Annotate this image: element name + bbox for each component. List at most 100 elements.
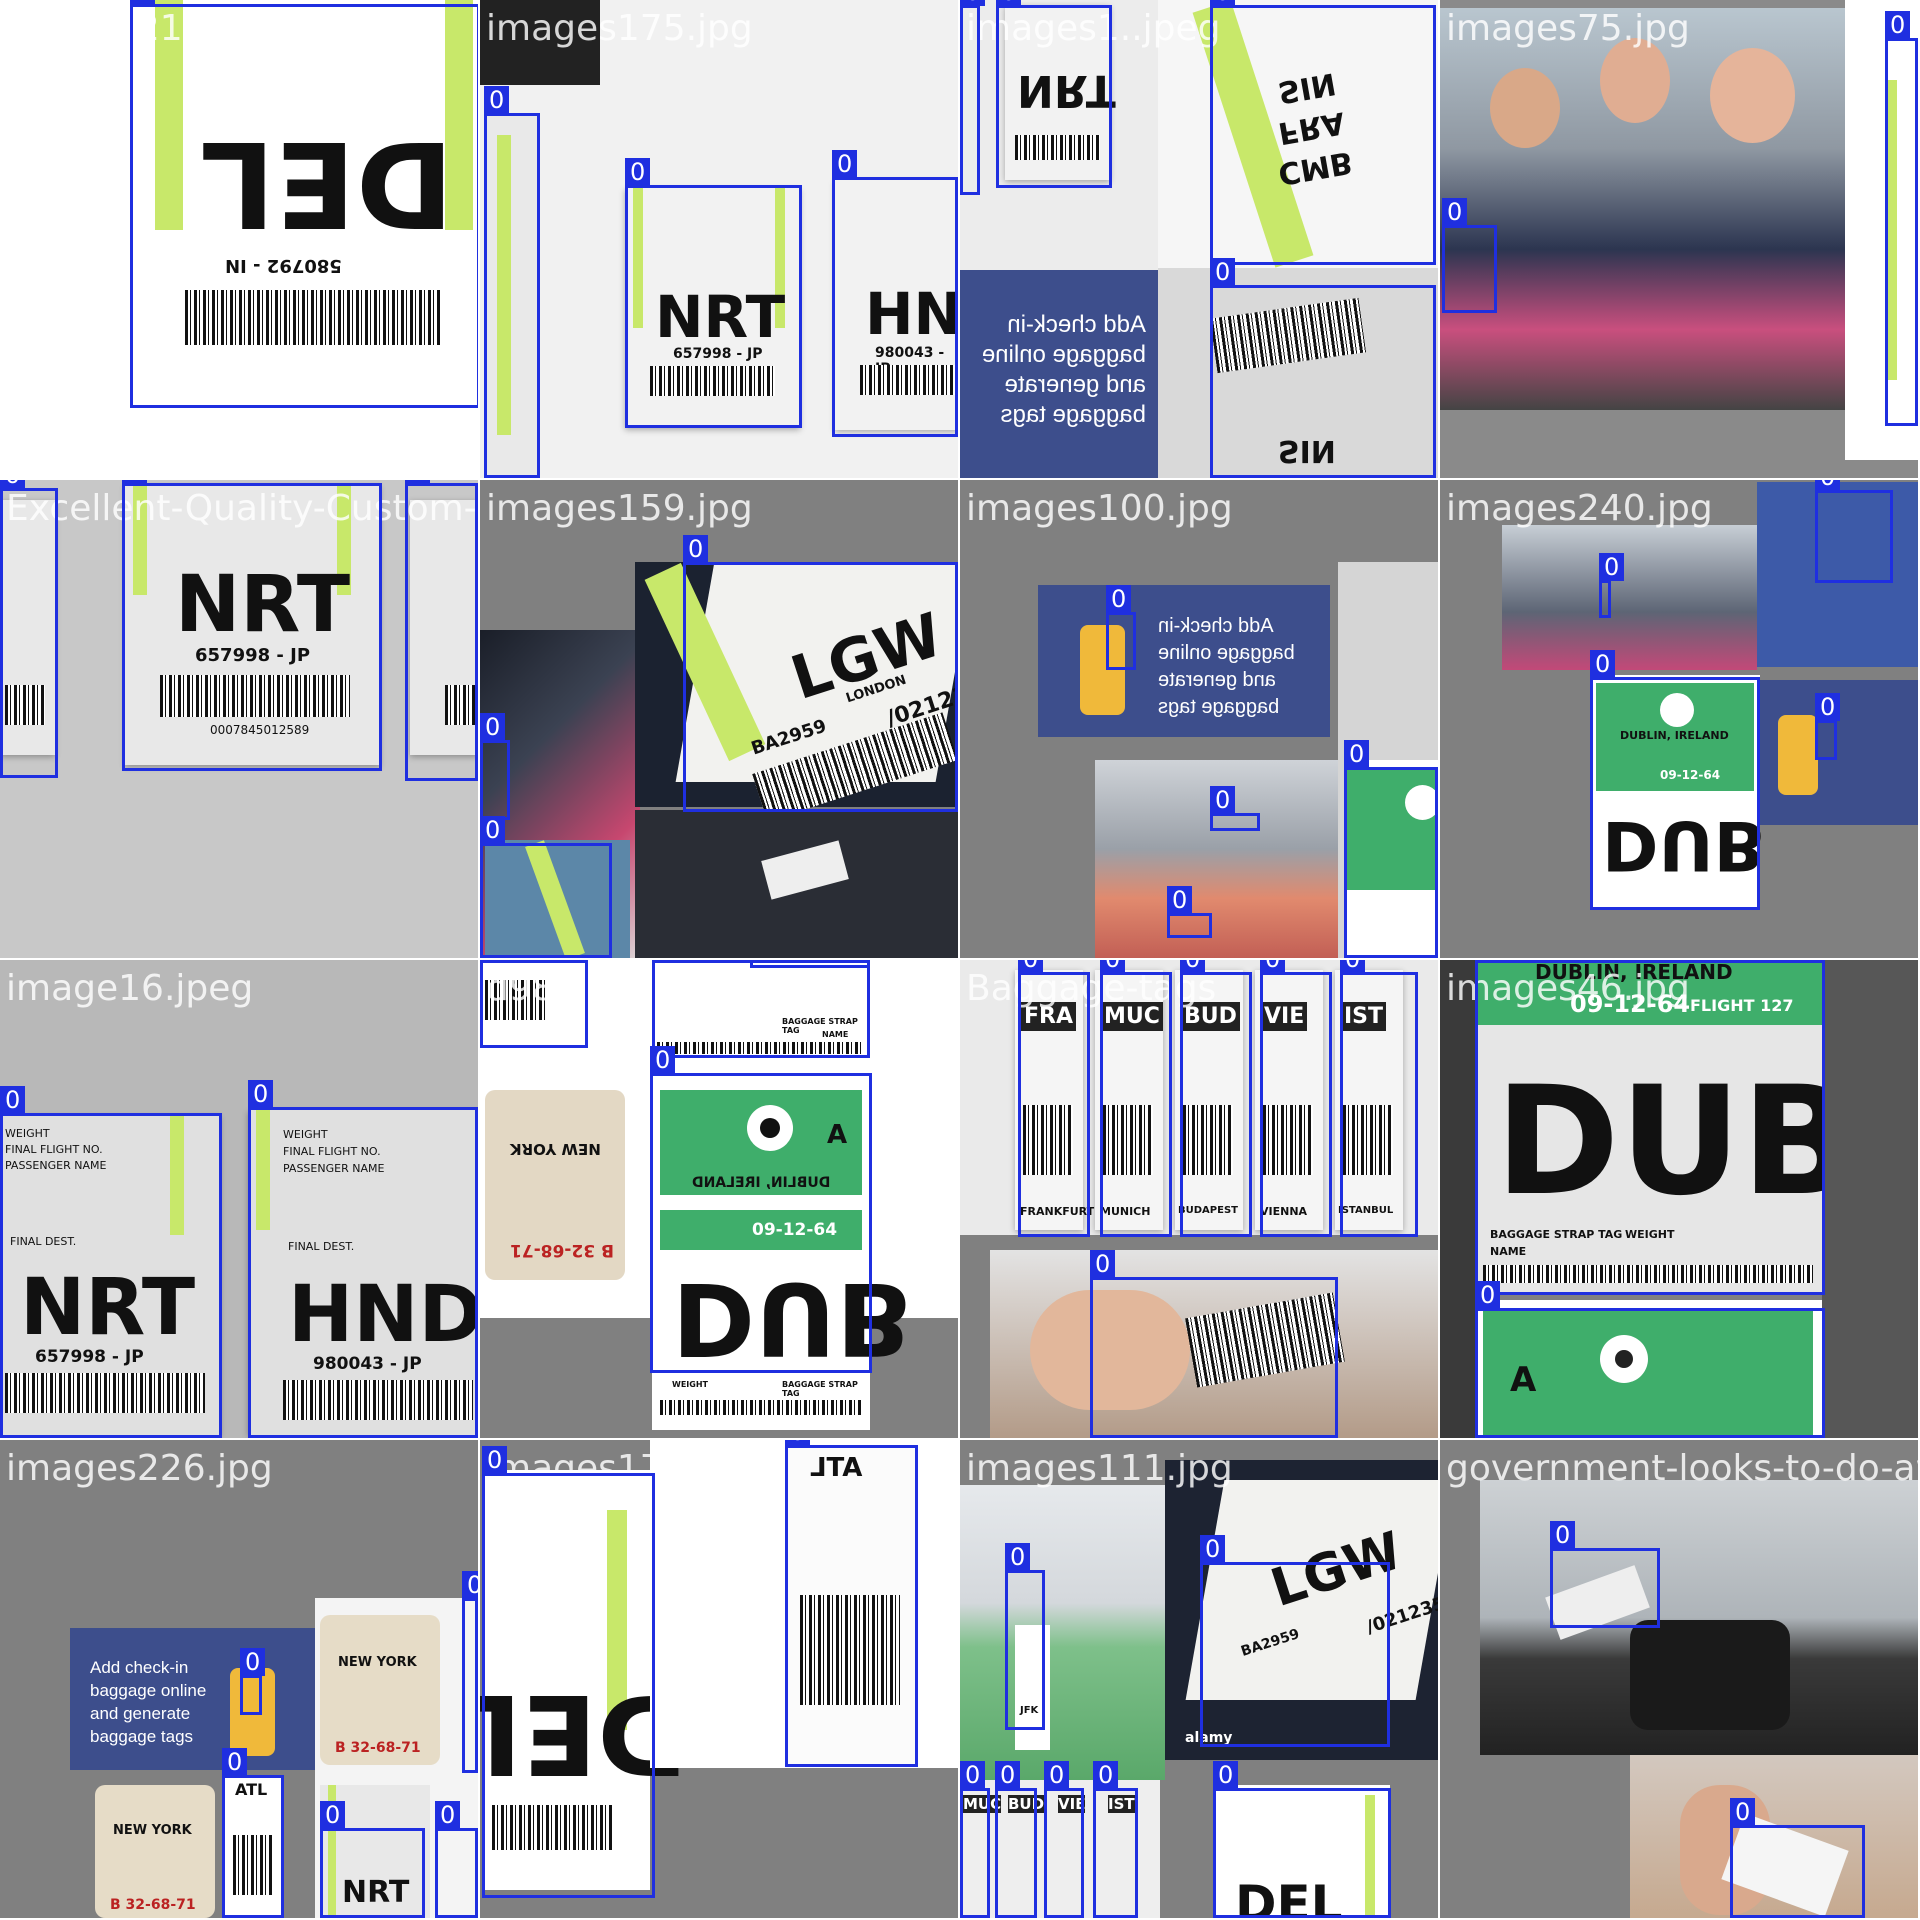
detection-box: 0 [1340, 960, 1418, 1237]
detection-box: 0 [1885, 11, 1918, 426]
detection-box: 0 [1210, 258, 1436, 478]
tag-atl-photo: ATL [785, 1445, 915, 1765]
detection-box: 0 [832, 150, 958, 437]
checkin-banner: Add check-in baggage online and generate… [70, 1628, 315, 1770]
tile-15: government-looks-to-do-awa 0 0 [1440, 1440, 1918, 1918]
detection-box: 0 [1200, 1535, 1390, 1747]
detection-box: 0 [1213, 1761, 1391, 1918]
tile-7: DUBLIN, IRELAND 09-12-64 DUB images240.j… [1440, 480, 1918, 958]
detection-box: 0 [750, 960, 870, 968]
city-tags-row: FRA FRANKFURT MUC MUNICH BUD BUDAPEST VI… [1015, 970, 1403, 1232]
detection-box: 0 [683, 535, 958, 812]
detection-box: 0 [0, 1086, 222, 1438]
tag-ny-vintage: NEW YORK B 32-68-71 [320, 1615, 440, 1765]
tag-hnd-photo: HND 980043 - JP [835, 180, 958, 430]
tile-label-5: images159.jpg [486, 488, 753, 529]
tag-nrt-photo: NRT [1005, 5, 1116, 180]
detection-box: 0 [1093, 1761, 1138, 1918]
tile-label-8: image16.jpeg [6, 968, 254, 1009]
detection-box: 0 [1044, 1761, 1084, 1918]
tag-nrt-photo: NRT 657998 - JP [625, 188, 800, 428]
detection-box: 0 [480, 816, 612, 958]
tag-dub-closeup: DUBLIN, IRELAND 09-12-64 FLIGHT 127 DUB … [1475, 960, 1856, 1293]
tag-del-photo: DEL [480, 1470, 689, 1890]
tag-nrt-photo: WEIGHT FINAL FLIGHT NO. PASSENGER NAME F… [0, 1115, 220, 1435]
hand-tag-photo [990, 1250, 1438, 1438]
tag-del-photo: DEL [1215, 1785, 1390, 1918]
detection-box: 0 [996, 0, 1112, 188]
checkin-banner: Add check-in baggage online and generate… [960, 270, 1158, 478]
tile-label-0: images210.jpg [6, 8, 273, 49]
detection-box: 0 [960, 0, 986, 195]
tile-2: NRT SIN FRA CMB Add check-in baggage onl… [960, 0, 1438, 478]
detection-box: 0 [484, 86, 540, 478]
tile-label-7: images240.jpg [1446, 488, 1713, 529]
detection-box: 0 [240, 1648, 266, 1715]
tile-0: DEL 580792 - IN images210.jpg 0 [0, 0, 478, 478]
detection-box: 0 [1260, 960, 1332, 1237]
detection-box: 0 [462, 1571, 478, 1773]
detection-box: 0 [1090, 1250, 1338, 1438]
tile-11: DUBLIN, IRELAND 09-12-64 FLIGHT 127 DUB … [1440, 960, 1918, 1438]
tag-dub: DUBLIN, IRELAND 09-12-64 DUB [1590, 675, 1766, 910]
detection-box: 0 [1167, 886, 1212, 938]
airport-staff-photo [1502, 525, 1757, 670]
detection-box: 0 [480, 960, 588, 1048]
tile-9: NEW YORK B 32-68-71 A DUBLIN, IRELAND 09… [480, 960, 958, 1438]
hands-tag-photo [1630, 1755, 1918, 1918]
tile-6: Add check-in baggage online and generate… [960, 480, 1438, 958]
detection-box: 0 [405, 480, 478, 781]
tile-label-10: Baggage-tags [966, 968, 1217, 1009]
tag-lgw-photo: LGW /021235 BA2959 alamy [1165, 1460, 1438, 1760]
detection-box: 0 [1730, 1798, 1865, 1918]
baggage-scale-photo [1480, 1480, 1918, 1755]
airport-staff-photo [1440, 8, 1845, 410]
tag-code-hnd: HND [865, 280, 958, 348]
tile-label-1: images175.jpg [486, 8, 753, 49]
tile-label-12: images226.jpg [6, 1448, 273, 1489]
tile-label-15: government-looks-to-do-awa [1446, 1448, 1918, 1489]
detection-box: 0 [650, 1046, 872, 1373]
tile-14: JFK LGW /021235 BA2959 alamy MUC BUD VIE… [960, 1440, 1438, 1918]
suitcase-photo: JFK [960, 1485, 1165, 1780]
tile-label-2: images1..jpeg [966, 8, 1221, 49]
detection-box: 0 [1005, 1543, 1045, 1730]
tile-13: DEL ATL images173.jpg 0 0 [480, 1440, 958, 1918]
tile-5: LGW LONDON BA2959 /021235 images159.jpg … [480, 480, 958, 958]
detection-box: 0 [1210, 0, 1436, 265]
tile-label-11: images46.jpg [1446, 968, 1690, 1009]
tile-label-3: images75.jpg [1446, 8, 1690, 49]
tile-12: Add check-in baggage online and generate… [0, 1440, 478, 1918]
detection-box: 0 [652, 960, 870, 1058]
tag-ny-vintage: NEW YORK B 32-68-71 [95, 1785, 215, 1918]
tile-label-6: images100.jpg [966, 488, 1233, 529]
tile-label-4: Excellent-Quality-Custom-Paper-Printed-A [6, 488, 478, 529]
detection-box: 0 [130, 0, 478, 408]
tile-8: WEIGHT FINAL FLIGHT NO. PASSENGER NAME F… [0, 960, 478, 1438]
detection-box: 0 [222, 1748, 284, 1918]
detection-box: 0 [1344, 740, 1438, 958]
detection-box: 0 [1442, 198, 1497, 313]
checkin-banner: Add check-in baggage online and generate… [1038, 585, 1330, 737]
tile-label-14: images111.jpg [966, 1448, 1233, 1489]
tag-del-photo: DEL 580792 - IN [130, 0, 478, 410]
tag-dub-partial [1345, 760, 1438, 958]
detection-box: 0 [1100, 960, 1172, 1237]
tile-4: NRT 657998 - JP 0007845012589 Excellent-… [0, 480, 478, 958]
detection-box: 0 [1018, 960, 1090, 1237]
detection-box: 0 [625, 158, 802, 428]
detection-box: 0 [1590, 650, 1760, 910]
detection-box: 0 [1550, 1521, 1660, 1628]
tag-ny-vintage: NEW YORK B 32-68-71 [485, 1090, 625, 1280]
detection-box: 0 [1475, 960, 1825, 1295]
tile-10: FRA FRANKFURT MUC MUNICH BUD BUDAPEST VI… [960, 960, 1438, 1438]
detection-box: 0 [122, 480, 382, 771]
tile-1: NRT 657998 - JP HND 980043 - JP images17… [480, 0, 958, 478]
tag-nrt-photo: NRT 657998 - JP 0007845012589 [125, 485, 380, 765]
tile-label-13: images173.jpg [486, 1448, 753, 1489]
detection-box: 0 [785, 1440, 918, 1767]
detection-box: 0 [320, 1801, 425, 1918]
detection-box: 0 [1180, 960, 1252, 1237]
detection-box: 0 [1475, 1281, 1825, 1438]
